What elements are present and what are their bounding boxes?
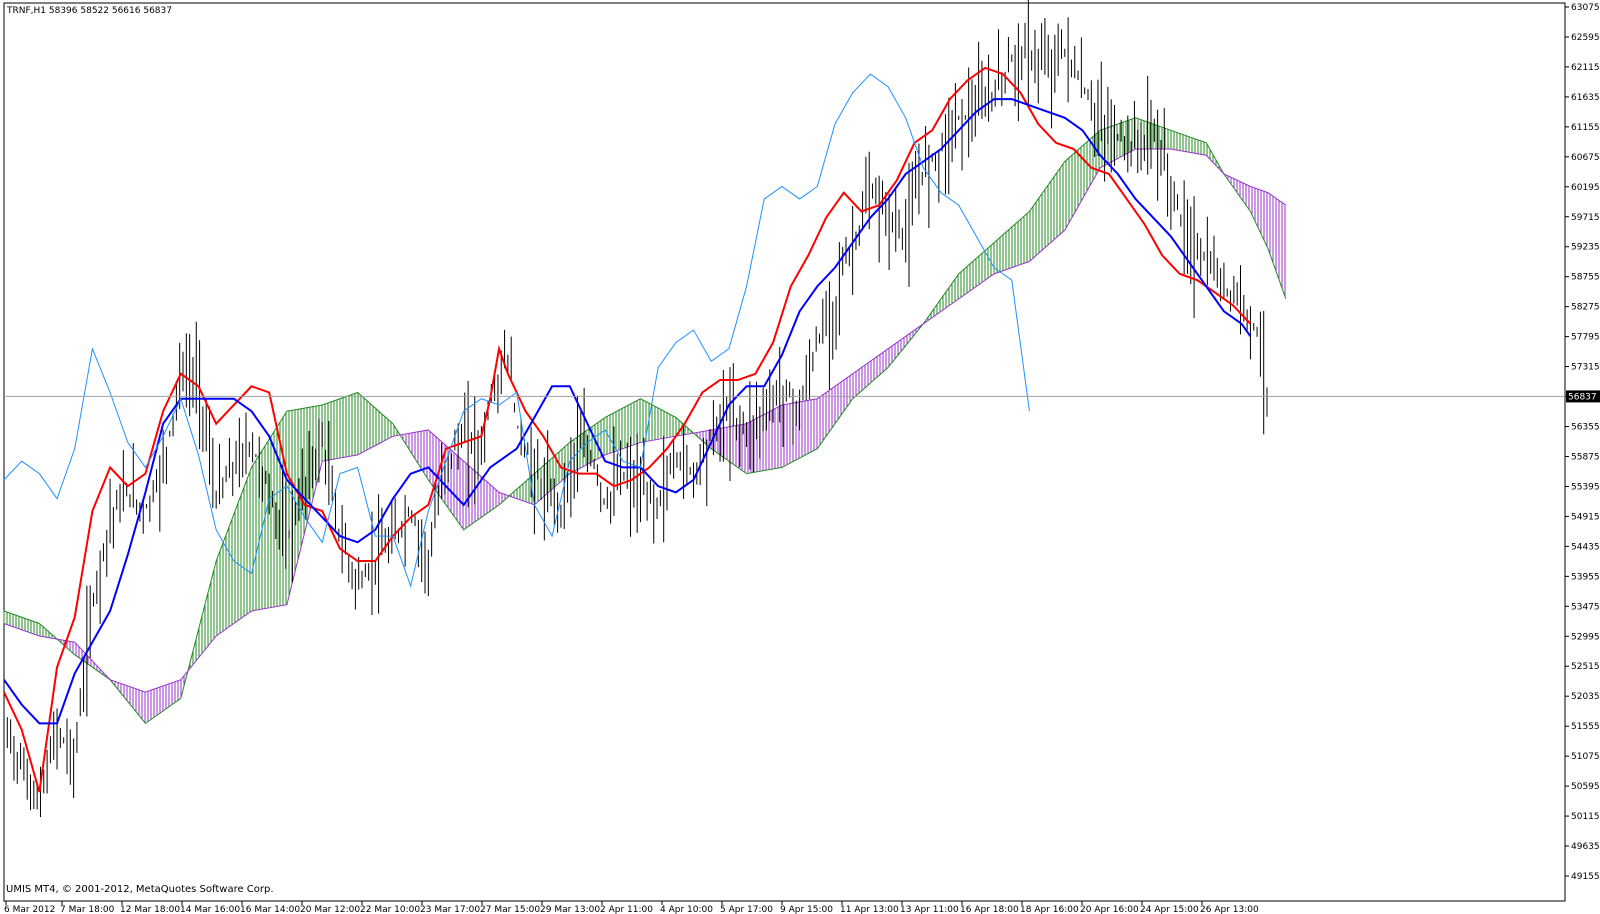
x-tick-label: 9 Apr 15:00 — [780, 905, 833, 914]
x-tick-label: 16 Mar 14:00 — [240, 905, 300, 914]
y-tick-label: 49155 — [1571, 872, 1600, 882]
y-tick-label: 52515 — [1571, 662, 1600, 672]
y-tick-label: 59715 — [1571, 213, 1600, 223]
y-tick-label: 52035 — [1571, 692, 1600, 702]
y-tick-label: 51555 — [1571, 722, 1600, 732]
y-tick-label: 62595 — [1571, 33, 1600, 43]
x-tick-label: 2 Apr 11:00 — [600, 905, 653, 914]
y-tick-label: 63075 — [1571, 3, 1600, 13]
y-tick-label: 57315 — [1571, 363, 1600, 373]
kijun-line — [3, 98, 1252, 725]
y-tick-label: 49635 — [1571, 842, 1600, 852]
y-tick-label: 56355 — [1571, 423, 1600, 433]
y-tick-label: 61155 — [1571, 123, 1600, 133]
y-tick-label: 55875 — [1571, 452, 1600, 462]
y-tick-label: 54915 — [1571, 512, 1600, 522]
y-axis: 63075 62595 62115 61635 61155 60675 60195 59715… — [1565, 3, 1600, 882]
x-tick-label: 5 Apr 17:00 — [720, 905, 773, 914]
x-tick-label: 20 Apr 16:00 — [1080, 905, 1139, 914]
y-tick-label: 50115 — [1571, 812, 1600, 822]
senkou-span-a — [3, 117, 1287, 725]
y-tick-label: 51075 — [1571, 752, 1600, 762]
x-tick-label: 26 Apr 13:00 — [1200, 905, 1259, 914]
x-tick-label: 20 Mar 12:00 — [300, 905, 360, 914]
y-tick-label: 58275 — [1571, 303, 1600, 313]
y-tick-label: 57795 — [1571, 333, 1600, 343]
chart-header: TRNF,H1 58396 58522 56616 56837 — [6, 6, 172, 16]
y-tick-label: 53475 — [1571, 602, 1600, 612]
x-tick-label: 29 Mar 13:00 — [540, 905, 600, 914]
y-tick-label: 55395 — [1571, 482, 1600, 492]
y-tick-label: 60195 — [1571, 183, 1600, 193]
tenkan-line — [3, 66, 1252, 793]
x-tick-label: 4 Apr 10:00 — [660, 905, 713, 914]
y-tick-label: 52995 — [1571, 632, 1600, 642]
current-price-box — [1566, 390, 1600, 403]
y-tick-label: 58755 — [1571, 273, 1600, 283]
x-tick-label: 27 Mar 15:00 — [480, 905, 540, 914]
y-tick-label: 61635 — [1571, 93, 1600, 103]
x-axis: 6 Mar 2012 7 Mar 18:00 12 Mar 18:00 14 Mar … — [4, 901, 1259, 914]
x-tick-label: 11 Apr 13:00 — [840, 905, 899, 914]
y-tick-label: 53955 — [1571, 572, 1600, 582]
x-tick-label: 13 Apr 11:00 — [900, 905, 959, 914]
y-tick-label: 59235 — [1571, 243, 1600, 253]
copyright-footer: UMIS MT4, © 2001-2012, MetaQuotes Softwa… — [6, 884, 274, 895]
x-tick-label: 23 Mar 17:00 — [420, 905, 480, 914]
current-price-label: 56837 — [1568, 392, 1597, 402]
x-tick-label: 16 Apr 18:00 — [960, 905, 1019, 914]
indicator-lines — [3, 66, 1252, 793]
x-tick-label: 12 Mar 18:00 — [120, 905, 180, 914]
x-tick-label: 14 Mar 16:00 — [180, 905, 240, 914]
x-tick-label: 22 Mar 10:00 — [360, 905, 420, 914]
x-tick-label: 18 Apr 16:00 — [1020, 905, 1079, 914]
x-tick-label: 24 Apr 15:00 — [1140, 905, 1199, 914]
chikou-line — [3, 73, 1030, 588]
x-tick-label: 6 Mar 2012 — [4, 905, 55, 914]
y-tick-label: 50595 — [1571, 782, 1600, 792]
y-tick-label: 60675 — [1571, 153, 1600, 163]
y-tick-label: 54435 — [1571, 542, 1600, 552]
price-bars — [3, 0, 1268, 818]
x-tick-label: 7 Mar 18:00 — [60, 905, 115, 914]
y-tick-label: 62115 — [1571, 63, 1600, 73]
